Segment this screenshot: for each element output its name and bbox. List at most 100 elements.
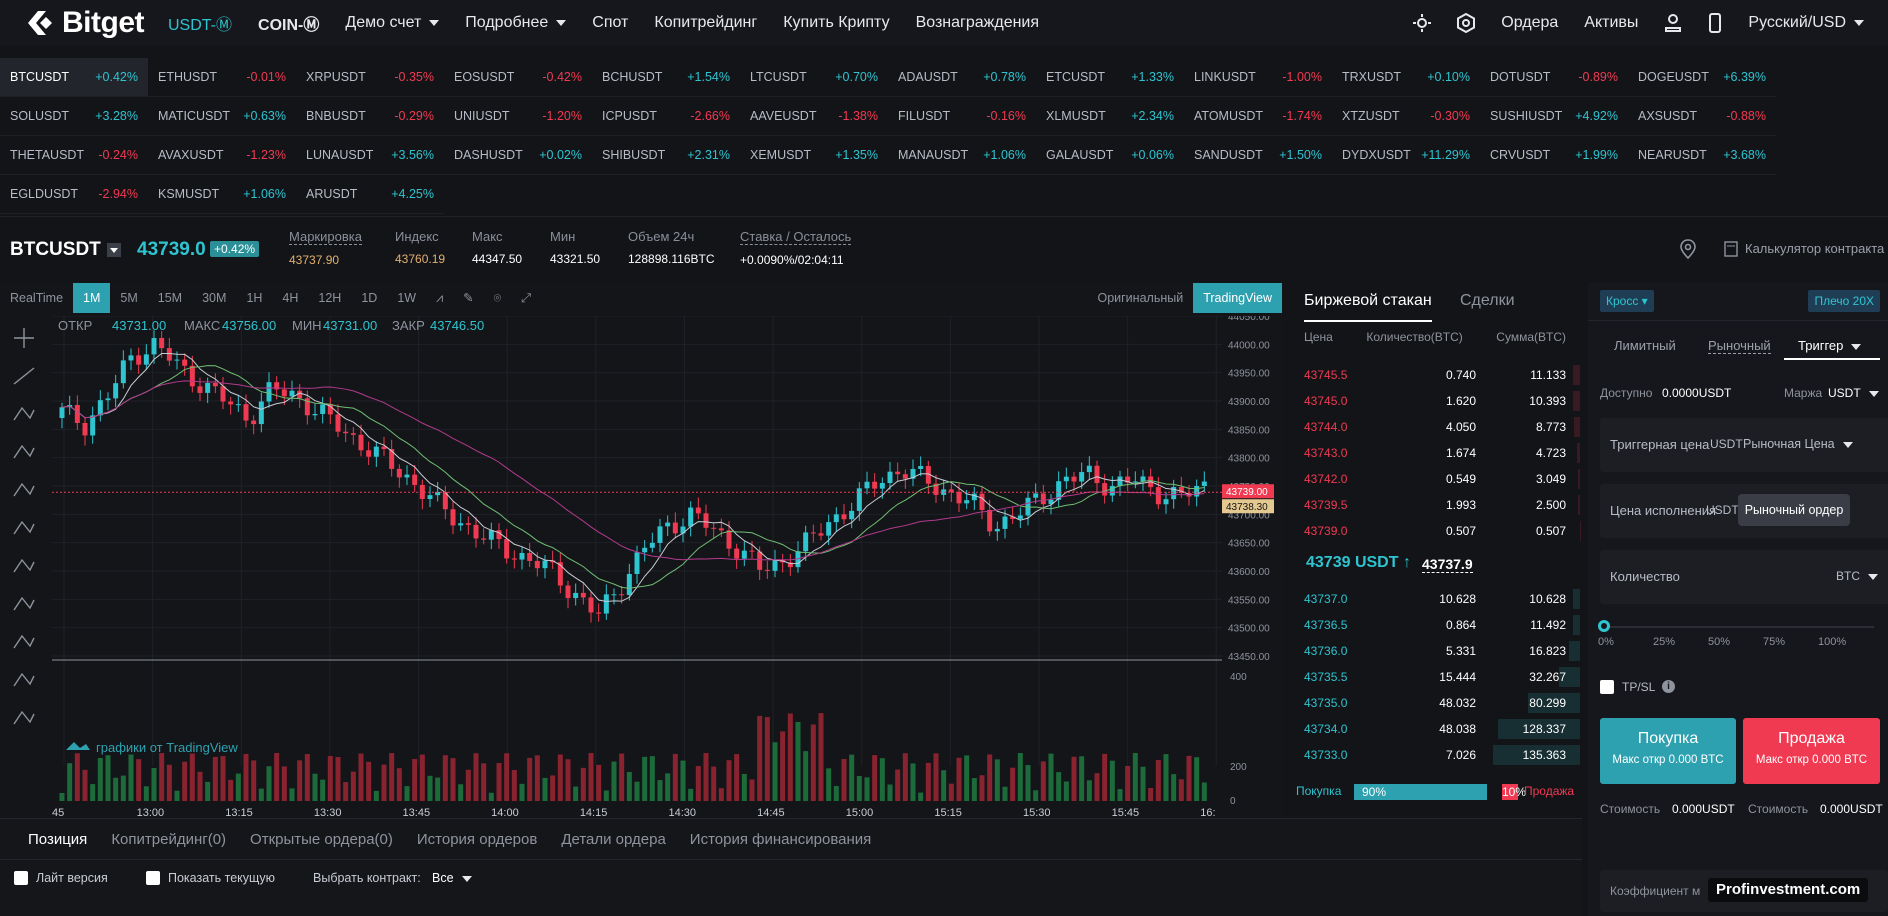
- contract-calculator-link[interactable]: Калькулятор контракта: [1745, 241, 1885, 256]
- sun-icon[interactable]: [1413, 14, 1432, 32]
- price-chart[interactable]: 44050.00 44000.00 43950.00 43900.00 43850.00…: [0, 316, 1282, 824]
- ticker-item[interactable]: BCHUSDT +1.54%: [592, 58, 740, 97]
- user-icon[interactable]: [1664, 14, 1682, 32]
- nav-assets[interactable]: Активы: [1584, 14, 1639, 31]
- ticker-item[interactable]: NEARUSDT +3.68%: [1628, 136, 1776, 175]
- symbol-selector[interactable]: BTCUSDT: [10, 239, 121, 261]
- nav-language[interactable]: Русский/USD: [1748, 14, 1864, 32]
- exec-price-field[interactable]: Цена исполнения USDT Рыночный ордер: [1600, 484, 1888, 538]
- trigger-type-select[interactable]: Рыночная Цена: [1743, 437, 1853, 451]
- quantity-unit-select[interactable]: BTC: [1836, 569, 1878, 583]
- margin-mode-button[interactable]: Кросс ▾: [1600, 290, 1654, 312]
- ticker-item[interactable]: ETCUSDT +1.33%: [1036, 58, 1184, 97]
- orderbook-row[interactable]: 43735.5 15.444 32.267: [1290, 664, 1580, 690]
- lite-checkbox[interactable]: [14, 871, 28, 885]
- leverage-button[interactable]: Плечо 20X: [1808, 290, 1880, 312]
- slider-label[interactable]: 75%: [1763, 636, 1786, 648]
- ticker-item[interactable]: GALAUSDT +0.06%: [1036, 136, 1184, 175]
- ticker-item[interactable]: XRPUSDT -0.35%: [296, 58, 444, 97]
- timeframe-1m[interactable]: 1M: [73, 283, 111, 313]
- contract-select[interactable]: Все: [432, 871, 472, 885]
- market-order-button[interactable]: Рыночный ордер: [1738, 494, 1850, 526]
- orderbook-row[interactable]: 43742.0 0.549 3.049: [1290, 466, 1580, 492]
- ticker-item[interactable]: XLMUSDT +2.34%: [1036, 97, 1184, 136]
- trigger-price-field[interactable]: Триггерная цена USDT Рыночная Цена: [1600, 418, 1888, 472]
- ticker-item[interactable]: BTCUSDT +0.42%: [0, 58, 148, 97]
- sell-button[interactable]: Продажа Макс откр 0.000 BTC: [1743, 718, 1880, 784]
- timeframe-1w[interactable]: 1W: [397, 291, 417, 305]
- ticker-item[interactable]: ADAUSDT +0.78%: [888, 58, 1036, 97]
- tab-trades[interactable]: Сделки: [1460, 292, 1515, 309]
- margin-select[interactable]: USDT: [1828, 386, 1879, 400]
- nav-coin-m[interactable]: COIN-Ⓜ: [258, 17, 320, 34]
- bottom-tab[interactable]: История финансирования: [689, 831, 872, 848]
- orderbook-row[interactable]: 43743.0 1.674 4.723: [1290, 440, 1580, 466]
- orderbook-row[interactable]: 43745.0 1.620 10.393: [1290, 388, 1580, 414]
- location-pin-icon[interactable]: [1680, 239, 1696, 259]
- ticker-item[interactable]: XEMUSDT +1.35%: [740, 136, 888, 175]
- ticker-item[interactable]: DOTUSDT -0.89%: [1480, 58, 1628, 97]
- nav-usdt-m[interactable]: USDT-Ⓜ: [168, 17, 233, 34]
- timeframe-12h[interactable]: 12H: [318, 291, 342, 305]
- ticker-item[interactable]: TRXUSDT +0.10%: [1332, 58, 1480, 97]
- view-tradingview[interactable]: TradingView: [1193, 283, 1282, 313]
- ticker-item[interactable]: KSMUSDT +1.06%: [148, 175, 296, 214]
- nav-rewards[interactable]: Вознаграждения: [915, 14, 1040, 31]
- tab-orderbook[interactable]: Биржевой стакан: [1304, 292, 1432, 322]
- slider-label[interactable]: 100%: [1818, 636, 1847, 648]
- ticker-item[interactable]: THETAUSDT -0.24%: [0, 136, 148, 175]
- timeframe-4h[interactable]: 4H: [282, 291, 299, 305]
- orderbook-row[interactable]: 43736.0 5.331 16.823: [1290, 638, 1580, 664]
- quantity-slider[interactable]: [1604, 626, 1874, 628]
- buy-button[interactable]: Покупка Макс откр 0.000 BTC: [1600, 718, 1736, 784]
- ticker-item[interactable]: AAVEUSDT -1.38%: [740, 97, 888, 136]
- timeframe-30m[interactable]: 30M: [202, 291, 227, 305]
- ticker-item[interactable]: LUNAUSDT +3.56%: [296, 136, 444, 175]
- orderbook-row[interactable]: 43739.5 1.993 2.500: [1290, 492, 1580, 518]
- ticker-item[interactable]: BNBUSDT -0.29%: [296, 97, 444, 136]
- orderbook-row[interactable]: 43736.5 0.864 11.492: [1290, 612, 1580, 638]
- ticker-item[interactable]: ARUSDT +4.25%: [296, 175, 444, 214]
- ticker-item[interactable]: EGLDUSDT -2.94%: [0, 175, 148, 214]
- timeframe-realtime[interactable]: RealTime: [10, 291, 64, 305]
- timeframe-15m[interactable]: 15M: [157, 291, 183, 305]
- orderbook-row[interactable]: 43745.5 0.740 11.133: [1290, 362, 1580, 388]
- ticker-item[interactable]: DASHUSDT +0.02%: [444, 136, 592, 175]
- slider-label[interactable]: 25%: [1653, 636, 1676, 648]
- nav-spot[interactable]: Спот: [592, 14, 629, 31]
- ticker-item[interactable]: MANAUSDT +1.06%: [888, 136, 1036, 175]
- slider-label[interactable]: 0%: [1598, 636, 1614, 648]
- ticker-item[interactable]: XTZUSDT -0.30%: [1332, 97, 1480, 136]
- phone-icon[interactable]: [1708, 13, 1722, 33]
- bottom-tab[interactable]: Открытые ордера(0): [250, 831, 393, 848]
- draw-icon[interactable]: ✎: [463, 291, 474, 305]
- ticker-item[interactable]: AVAXUSDT -1.23%: [148, 136, 296, 175]
- ticker-item[interactable]: CRVUSDT +1.99%: [1480, 136, 1628, 175]
- snapshot-icon[interactable]: ⌾: [493, 291, 502, 305]
- ticker-item[interactable]: SANDUSDT +1.50%: [1184, 136, 1332, 175]
- orderbook-row[interactable]: 43734.0 48.038 128.337: [1290, 716, 1580, 742]
- ticker-item[interactable]: UNIUSDT -1.20%: [444, 97, 592, 136]
- nav-orders[interactable]: Ордера: [1501, 14, 1559, 31]
- nav-demo[interactable]: Демо счет: [345, 14, 439, 32]
- ticker-item[interactable]: LINKUSDT -1.00%: [1184, 58, 1332, 97]
- settings-hex-icon[interactable]: [1457, 13, 1476, 33]
- nav-copytrading[interactable]: Копитрейдинг: [654, 14, 758, 31]
- bottom-tab[interactable]: Детали ордера: [561, 831, 666, 848]
- ticker-item[interactable]: DOGEUSDT +6.39%: [1628, 58, 1776, 97]
- ticker-item[interactable]: ICPUSDT -2.66%: [592, 97, 740, 136]
- ticker-item[interactable]: MATICUSDT +0.63%: [148, 97, 296, 136]
- orderbook-row[interactable]: 43737.0 10.628 10.628: [1290, 586, 1580, 612]
- slider-label[interactable]: 50%: [1708, 636, 1731, 648]
- ticker-item[interactable]: FILUSDT -0.16%: [888, 97, 1036, 136]
- ticker-item[interactable]: LTCUSDT +0.70%: [740, 58, 888, 97]
- ticker-item[interactable]: DYDXUSDT +11.29%: [1332, 136, 1480, 175]
- view-original[interactable]: Оригинальный: [1097, 291, 1184, 305]
- timeframe-1h[interactable]: 1H: [246, 291, 263, 305]
- quantity-field[interactable]: Количество BTC: [1600, 550, 1888, 604]
- orderbook-row[interactable]: 43739.0 0.507 0.507: [1290, 518, 1580, 544]
- bottom-tab[interactable]: Позиция: [28, 831, 88, 848]
- ticker-item[interactable]: AXSUSDT -0.88%: [1628, 97, 1776, 136]
- tab-limit[interactable]: Лимитный: [1614, 338, 1676, 353]
- nav-more[interactable]: Подробнее: [465, 14, 566, 32]
